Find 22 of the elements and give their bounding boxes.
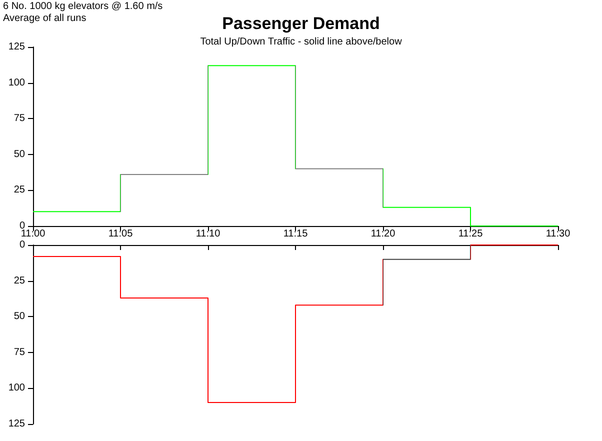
x-tick-label: 11:20 (370, 228, 396, 240)
x-tick-label: 11:05 (108, 228, 134, 240)
text: 6 No. 1000 kg elevators @ 1.60 m/s (3, 1, 163, 13)
y-tick-label: 50 (14, 311, 26, 322)
y-tick-label: 50 (14, 148, 26, 160)
y-tick-label: 100 (8, 77, 26, 88)
y-tick-label: 25 (14, 184, 26, 196)
y-tick-label: 25 (14, 275, 26, 286)
x-tick-label: 11:10 (196, 228, 221, 240)
chart-subtitle: Total Up/Down Traffic - solid line above/below (200, 36, 403, 48)
y-tick-label: 75 (14, 113, 26, 124)
y-tick-label: 75 (14, 346, 26, 358)
x-tick-label: 11:25 (458, 228, 484, 240)
y-tick-label: 0 (19, 240, 26, 250)
text: Average of all runs (3, 13, 88, 25)
x-tick-label: 11:30 (546, 228, 571, 240)
chart-title: Passenger Demand (222, 14, 380, 33)
y-tick-label: 125 (8, 42, 26, 52)
y-tick-label: 125 (8, 418, 26, 430)
x-tick-label: 11:00 (20, 228, 46, 240)
y-tick-label: 100 (8, 382, 26, 394)
x-tick-label: 11:15 (283, 228, 308, 240)
